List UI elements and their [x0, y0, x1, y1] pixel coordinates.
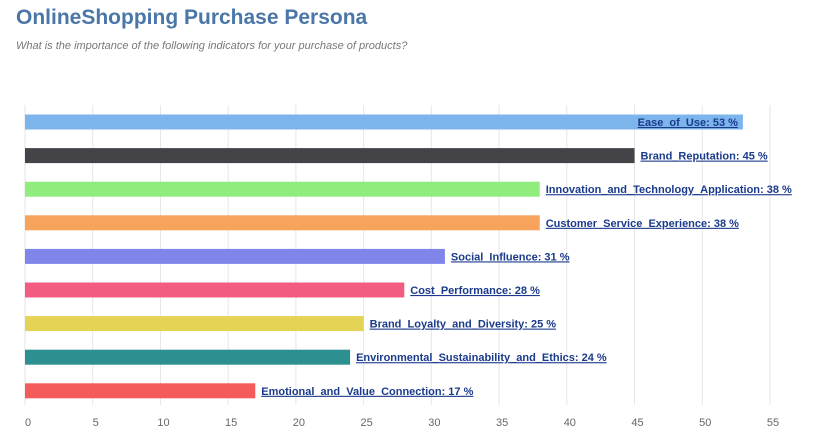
bar-social-influence[interactable] — [25, 248, 445, 264]
x-tick-label: 20 — [293, 417, 305, 429]
x-tick-label: 45 — [631, 417, 643, 429]
bar-brand-reputation[interactable] — [25, 148, 635, 164]
bars — [25, 114, 743, 399]
x-axis-ticks: 0 5 10 15 20 25 30 35 40 45 50 55 — [25, 417, 779, 429]
bar-data-label[interactable]: Brand_Reputation: 45 % — [641, 151, 768, 163]
x-tick-label: 0 — [25, 417, 31, 429]
bar-data-label[interactable]: Brand_Loyalty_and_Diversity: 25 % — [370, 319, 557, 331]
chart-title: OnlineShopping Purchase Persona — [16, 6, 368, 29]
x-tick-label: 25 — [361, 417, 373, 429]
bar-data-label[interactable]: Environmental_Sustainability_and_Ethics:… — [356, 352, 607, 364]
bar-data-label[interactable]: Cost_Performance: 28 % — [410, 285, 540, 297]
x-tick-label: 50 — [699, 417, 711, 429]
x-tick-label: 5 — [93, 417, 99, 429]
x-tick-label: 35 — [496, 417, 508, 429]
x-tick-label: 10 — [157, 417, 169, 429]
x-tick-label: 15 — [225, 417, 237, 429]
x-tick-label: 40 — [564, 417, 576, 429]
bar-customer-service-experience[interactable] — [25, 215, 540, 231]
bar-emotional-and-value-connection[interactable] — [25, 383, 256, 399]
chart-subtitle: What is the importance of the following … — [16, 40, 408, 52]
bar-data-label[interactable]: Emotional_and_Value_Connection: 17 % — [261, 386, 473, 398]
bar-data-label[interactable]: Ease_of_Use: 53 % — [638, 117, 738, 129]
bar-ease-of-use[interactable] — [25, 114, 743, 130]
bar-labels: Ease_of_Use: 53 % Brand_Reputation: 45 % I… — [261, 117, 792, 398]
bar-environmental-sustainability-and-ethics[interactable] — [25, 349, 351, 365]
bar-data-label[interactable]: Customer_Service_Experience: 38 % — [546, 218, 739, 230]
x-tick-label: 55 — [767, 417, 779, 429]
x-tick-label: 30 — [428, 417, 440, 429]
bar-data-label[interactable]: Innovation_and_Technology_Application: 3… — [546, 184, 792, 196]
bar-data-label[interactable]: Social_Influence: 31 % — [451, 251, 570, 263]
bar-innovation-and-technology-application[interactable] — [25, 181, 540, 197]
bar-cost-performance[interactable] — [25, 282, 405, 298]
bar-brand-loyalty-and-diversity[interactable] — [25, 316, 364, 332]
